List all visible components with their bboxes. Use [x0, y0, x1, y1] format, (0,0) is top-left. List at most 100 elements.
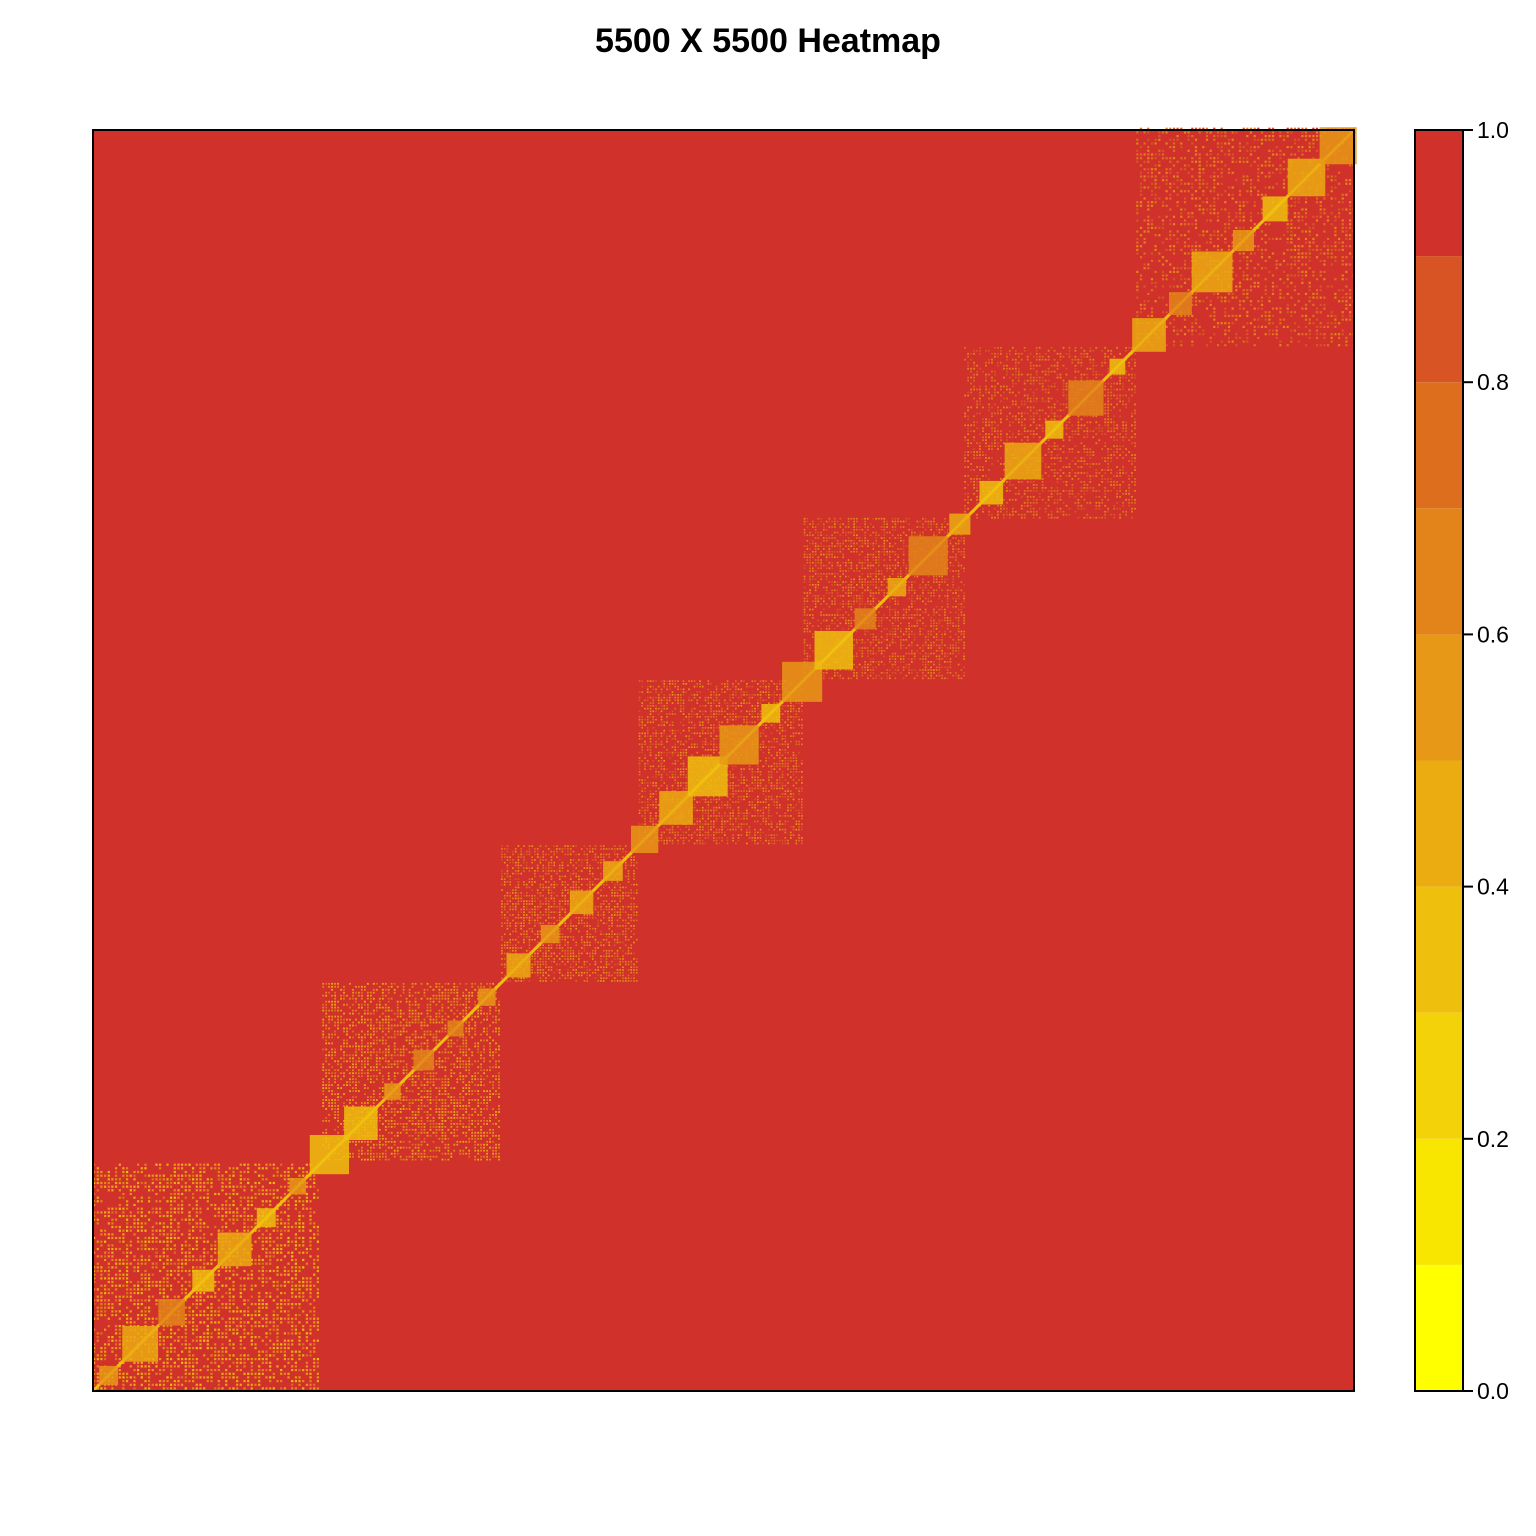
heatmap-cell — [459, 1012, 462, 1015]
heatmap-cell — [498, 1054, 500, 1057]
heatmap-cell — [337, 1024, 339, 1027]
heatmap-cell — [370, 1036, 372, 1039]
heatmap-cell — [486, 982, 488, 985]
heatmap-cell — [195, 1292, 198, 1295]
heatmap-cell — [322, 1105, 325, 1107]
heatmap-cell — [217, 1332, 220, 1335]
heatmap-cell — [429, 1075, 432, 1078]
heatmap-cell — [435, 1105, 438, 1107]
heatmap-cell — [203, 1233, 206, 1236]
heatmap-cell — [456, 997, 459, 1000]
heatmap-cell — [480, 1158, 482, 1161]
heatmap-cell — [291, 1280, 294, 1284]
heatmap-cell — [100, 1358, 103, 1361]
heatmap-cell — [287, 1343, 290, 1346]
heatmap-cell — [287, 1262, 290, 1265]
heatmap-cell — [564, 955, 567, 958]
heatmap-cell — [287, 1178, 290, 1181]
heatmap-cell — [474, 1042, 477, 1045]
heatmap-cell — [144, 1372, 147, 1375]
heatmap-cell — [509, 892, 512, 894]
heatmap-cell — [276, 1251, 279, 1254]
heatmap-cell — [474, 1075, 477, 1078]
heatmap-cell — [569, 966, 572, 969]
heatmap-cell — [556, 947, 558, 949]
heatmap-cell — [280, 1372, 283, 1375]
heatmap-cell — [144, 1299, 147, 1302]
heatmap-cell — [173, 1244, 176, 1247]
heatmap-cell — [498, 1105, 500, 1107]
heatmap-cell — [115, 1347, 118, 1350]
heatmap-cell — [447, 1152, 450, 1155]
heatmap-cell — [370, 1146, 372, 1149]
heatmap-cell — [269, 1203, 272, 1207]
heatmap-cell — [578, 960, 580, 963]
heatmap-cell — [258, 1255, 261, 1258]
heatmap-cell — [221, 1372, 224, 1375]
heatmap-cell — [228, 1211, 231, 1214]
heatmap-cell — [313, 1361, 316, 1364]
heatmap-cell — [343, 985, 345, 988]
heatmap-cell — [402, 1030, 405, 1033]
heatmap-cell — [523, 911, 525, 914]
heatmap-cell — [115, 1211, 118, 1214]
heatmap-cell — [166, 1387, 169, 1390]
heatmap-cell — [298, 1354, 301, 1357]
heatmap-cell — [411, 1123, 414, 1125]
heatmap-cell — [489, 1128, 491, 1131]
heatmap-cell — [291, 1225, 294, 1229]
heatmap-cell — [450, 991, 453, 994]
heatmap-cell — [122, 1361, 125, 1364]
heatmap-cell — [159, 1255, 162, 1258]
heatmap-cell — [465, 1093, 468, 1095]
heatmap-cell — [411, 1102, 414, 1104]
heatmap-cell — [261, 1189, 264, 1192]
heatmap-cell — [302, 1284, 305, 1287]
heatmap-cell — [462, 1081, 465, 1084]
heatmap-cell — [567, 927, 569, 930]
heatmap-cell — [298, 1280, 301, 1284]
heatmap-cell — [429, 1006, 432, 1009]
heatmap-cell — [567, 883, 569, 886]
heatmap-cell — [525, 894, 528, 897]
heatmap-cell — [291, 1369, 294, 1372]
heatmap-cell — [287, 1203, 290, 1207]
heatmap-cell — [575, 845, 578, 847]
heatmap-cell — [506, 900, 509, 903]
heatmap-cell — [514, 944, 517, 947]
heatmap-cell — [509, 905, 512, 908]
heatmap-cell — [471, 1018, 474, 1021]
heatmap-cell — [456, 1123, 459, 1125]
heatmap-cell — [417, 1045, 420, 1048]
heatmap-cell — [181, 1251, 184, 1254]
heatmap-cell — [432, 1033, 435, 1036]
heatmap-cell — [580, 916, 583, 919]
heatmap-cell — [283, 1310, 286, 1313]
heatmap-cell — [221, 1207, 224, 1210]
heatmap-cell — [547, 848, 550, 850]
heatmap-cell — [349, 1152, 351, 1155]
heatmap-cell — [539, 875, 542, 878]
heatmap-cell — [444, 1102, 447, 1104]
heatmap-cell — [258, 1325, 261, 1328]
heatmap-cell — [423, 1030, 426, 1033]
heatmap-cell — [411, 1039, 414, 1042]
heatmap-cell — [272, 1189, 275, 1192]
heatmap-cell — [137, 1229, 140, 1232]
heatmap-cell — [509, 947, 512, 949]
heatmap-cell — [506, 903, 509, 905]
heatmap-cell — [280, 1350, 283, 1353]
heatmap-cell — [129, 1280, 132, 1284]
heatmap-cell — [405, 1158, 408, 1161]
heatmap-cell — [536, 867, 539, 869]
heatmap-cell — [305, 1277, 308, 1280]
heatmap-cell — [151, 1240, 154, 1243]
heatmap-cell — [396, 1134, 399, 1137]
heatmap-cell — [547, 958, 550, 960]
heatmap-cell — [501, 947, 503, 949]
heatmap-cell — [115, 1299, 118, 1302]
heatmap-cell — [387, 1024, 390, 1027]
heatmap-cell — [269, 1277, 272, 1280]
heatmap-cell — [372, 991, 375, 994]
heatmap-cell — [378, 1143, 381, 1146]
